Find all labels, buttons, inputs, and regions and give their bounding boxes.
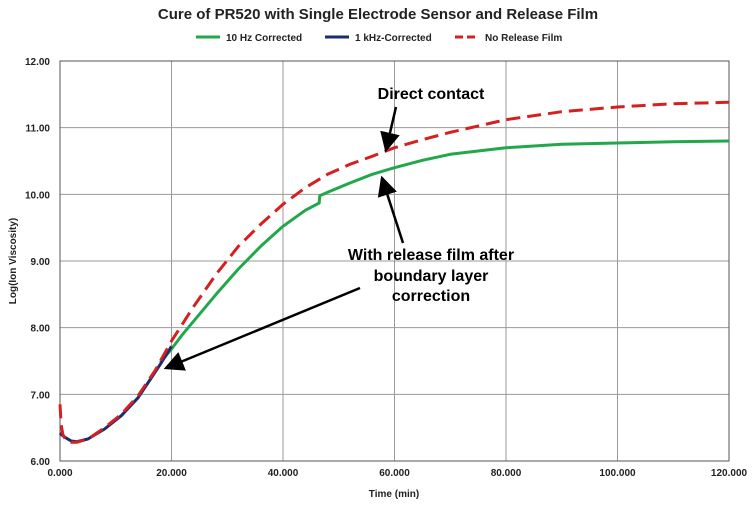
x-tick-label: 120.000 [711, 468, 748, 479]
annotation-text: boundary layer [374, 268, 489, 285]
chart-title: Cure of PR520 with Single Electrode Sens… [158, 6, 598, 23]
y-tick-label: 7.00 [31, 390, 51, 401]
y-tick-label: 6.00 [31, 457, 51, 468]
y-tick-label: 11.00 [26, 124, 51, 135]
annotation-text: Direct contact [378, 86, 485, 103]
y-tick-label: 10.00 [25, 190, 50, 201]
annotation-arrow [380, 106, 400, 153]
plot-area [59, 60, 730, 462]
y-tick-label: 8.00 [31, 324, 51, 335]
x-tick-label: 20.000 [156, 468, 187, 479]
series-group [58, 100, 730, 444]
annotation-text: correction [392, 288, 470, 305]
annotation-arrow [163, 286, 361, 371]
y-tick-label: 9.00 [31, 257, 51, 268]
grid [60, 61, 729, 461]
x-tick-label: 80.000 [491, 468, 522, 479]
legend-label-0: 10 Hz Corrected [226, 33, 302, 44]
annotation-arrow [377, 175, 405, 244]
x-axis-label: Time (min) [369, 489, 419, 500]
x-tick-label: 60.000 [379, 468, 410, 479]
annotations: Direct contact With release film after bou… [163, 86, 514, 371]
series-line-2 [58, 100, 730, 444]
series-line-0 [159, 139, 730, 364]
x-tick-label: 0.000 [47, 468, 72, 479]
legend: 10 Hz Corrected 1 kHz-Corrected No Release… [196, 33, 562, 44]
x-tick-label: 40.000 [268, 468, 299, 479]
y-tick-label: 12.00 [25, 57, 50, 68]
y-axis-label: Log(Ion Viscosity) [8, 218, 19, 305]
ticks: 6.00 7.00 8.00 9.00 10.00 11.00 12.00 0.000 20.0… [25, 57, 748, 479]
x-tick-label: 100.000 [599, 468, 636, 479]
legend-label-2: No Release Film [485, 33, 562, 44]
legend-label-1: 1 kHz-Corrected [355, 33, 432, 44]
annotation-text: With release film after [348, 247, 514, 264]
